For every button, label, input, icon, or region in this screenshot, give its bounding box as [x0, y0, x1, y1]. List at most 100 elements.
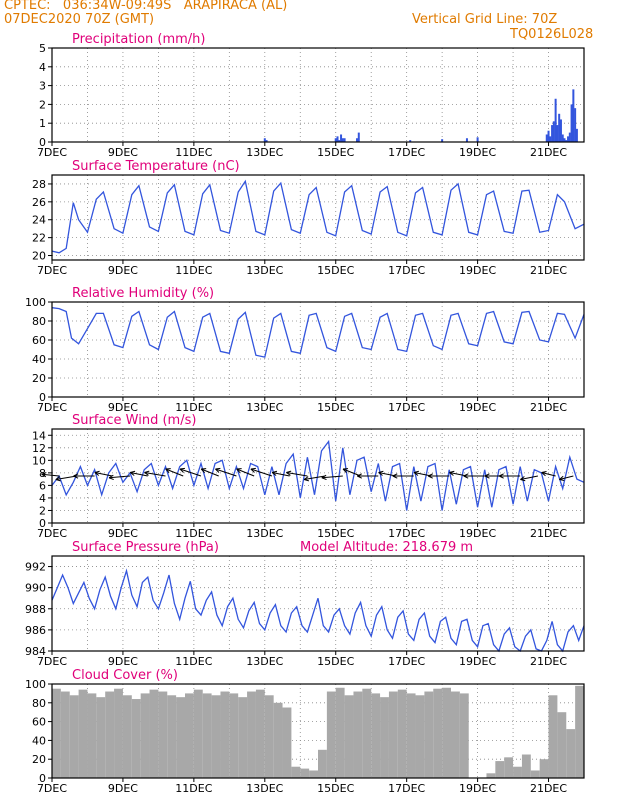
x-tick-label: 17DEC [388, 146, 425, 159]
y-tick-label: 986 [25, 624, 46, 637]
panel-frame [51, 428, 585, 524]
cloud-bar [415, 695, 425, 778]
y-tick-label: 984 [25, 645, 46, 658]
wind-arrow-head [144, 472, 149, 476]
cloud-bar [185, 693, 194, 778]
wind-arrow-head [286, 470, 292, 473]
y-tick-label: 26 [32, 196, 46, 209]
wind-arrow [286, 472, 308, 477]
wind-arrow-head [498, 473, 504, 477]
cloud-bar [504, 757, 514, 778]
wind-arrow-head [73, 475, 79, 479]
wind-arrow-head [41, 472, 47, 475]
x-tick-label: 17DEC [388, 264, 425, 277]
wind-arrow-head [541, 470, 547, 473]
y-tick-label: 80 [32, 315, 46, 328]
wind-arrow [342, 468, 361, 477]
cloud-bar [167, 695, 177, 778]
cloud-bar [96, 697, 106, 778]
wind-arrow-head [94, 472, 100, 476]
wind-arrow [55, 475, 77, 480]
panel-1: 20 22 24 26 28 7DEC 9DEC 11DEC 13DEC 15DEC 17DEC 19… [32, 159, 585, 277]
x-tick-label: 7DEC [37, 146, 67, 159]
cloud-bar [176, 697, 185, 778]
y-tick-label: 22 [32, 232, 46, 245]
wind-arrow-head [559, 479, 565, 482]
grid-note: Vertical Grid Line: 70Z [412, 12, 558, 27]
cloud-bar [255, 689, 265, 778]
cloud-bar [69, 695, 79, 778]
cloud-bar [158, 691, 168, 778]
wind-arrow [559, 475, 574, 480]
x-tick-label: 11DEC [175, 782, 212, 795]
x-tick-label: 9DEC [108, 782, 138, 795]
wind-arrow-head [179, 468, 184, 473]
x-tick-label: 13DEC [246, 264, 283, 277]
x-tick-label: 9DEC [108, 264, 138, 277]
precip-bar [563, 138, 566, 142]
cloud-bar [229, 693, 239, 778]
y-tick-label: 8 [39, 467, 46, 480]
x-tick-label: 11DEC [175, 655, 212, 668]
wind-arrow [94, 472, 113, 477]
cloud-bar [264, 695, 274, 778]
wind-arrow-head [428, 473, 433, 477]
wind-arrow-head [144, 470, 150, 473]
cloud-bar [131, 699, 141, 778]
cloud-bar [211, 695, 221, 778]
cloud-bar [388, 691, 398, 778]
cloud-bar [344, 695, 354, 778]
precip-bar [341, 138, 344, 142]
wind-arrow [165, 468, 184, 477]
x-tick-label: 9DEC [108, 146, 138, 159]
precip-bar [554, 98, 557, 142]
precip-bar [441, 139, 444, 142]
cloud-bar [495, 761, 505, 778]
cloud-bar [557, 712, 567, 778]
wind-arrow-head [484, 473, 490, 477]
x-tick-label: 21DEC [530, 655, 567, 668]
panel-title: Surface Temperature (nC) [72, 159, 240, 174]
y-tick-label: 992 [25, 561, 46, 574]
precip-bar [356, 138, 359, 142]
precip-bar [570, 104, 573, 142]
panel-frame [51, 174, 585, 261]
wind-arrow-head [342, 468, 347, 474]
cloud-bar [335, 687, 345, 778]
wind-arrow [272, 472, 290, 477]
precip-bar [476, 137, 479, 142]
precip-bar [263, 138, 266, 142]
wind-arrow [541, 472, 556, 477]
cloud-bar [433, 688, 443, 778]
y-tick-label: 1 [39, 117, 46, 130]
wind-arrow-head [484, 475, 490, 479]
precip-bar [343, 138, 346, 142]
panel-title: Surface Pressure (hPa) [72, 540, 219, 555]
panel-frame [51, 683, 585, 779]
cloud-bar [326, 691, 336, 778]
x-tick-label: 7DEC [37, 655, 67, 668]
x-tick-label: 17DEC [388, 782, 425, 795]
y-tick-label: 990 [25, 582, 46, 595]
y-tick-label: 20 [32, 250, 46, 263]
y-tick-label: 0 [39, 772, 46, 785]
precip-bar [357, 132, 360, 142]
precip-bar [551, 125, 554, 142]
wind-arrow-head [559, 475, 564, 480]
series-line [51, 179, 585, 254]
cloud-bar [105, 691, 115, 778]
y-tick-label: 40 [32, 734, 46, 747]
wind-arrow-head [286, 472, 291, 476]
x-tick-label: 21DEC [530, 527, 567, 540]
y-tick-label: 60 [32, 716, 46, 729]
cloud-bar [193, 689, 203, 778]
wind-arrow [144, 472, 166, 477]
wind-arrow-head [428, 475, 433, 479]
x-tick-label: 7DEC [37, 264, 67, 277]
x-tick-label: 21DEC [530, 782, 567, 795]
y-tick-label: 100 [25, 678, 46, 691]
wind-arrow-head [378, 472, 383, 476]
cloud-bar [309, 770, 318, 778]
x-tick-label: 13DEC [246, 401, 283, 414]
